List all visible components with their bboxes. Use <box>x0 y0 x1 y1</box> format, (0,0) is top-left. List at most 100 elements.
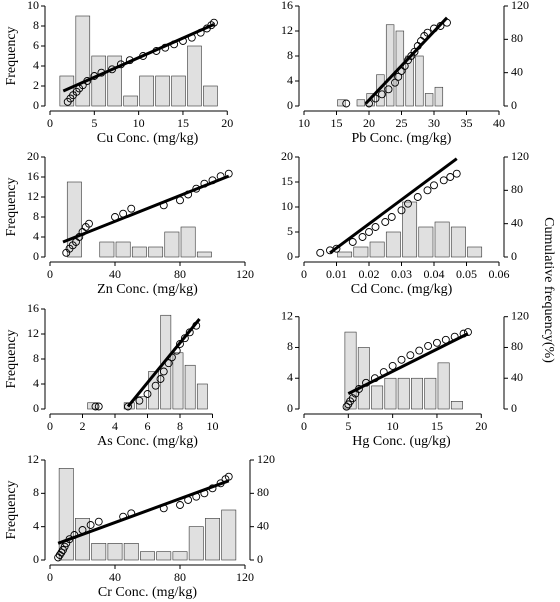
x-tick-label: 8 <box>177 419 183 433</box>
cumulative-point <box>119 209 128 218</box>
x-tick-label: 6 <box>145 419 151 433</box>
x-axis-label: As Conc. (mg/kg) <box>97 434 198 449</box>
cumulative-point <box>388 361 397 370</box>
y-tick-label: 0 <box>33 401 39 415</box>
cumulative-point <box>436 22 445 30</box>
bar <box>344 331 357 410</box>
cumulative-point <box>97 68 106 77</box>
cumulative-point <box>371 223 380 231</box>
y2-tick-label: 120 <box>511 308 529 322</box>
cumulative-point <box>124 402 132 411</box>
bar <box>187 45 202 107</box>
cumulative-point <box>415 346 424 355</box>
cumulative-point <box>151 381 160 390</box>
cumulative-point <box>410 47 419 56</box>
x-tick-label: 20 <box>475 419 487 433</box>
y-tick-label: 8 <box>33 209 39 223</box>
bar <box>164 231 180 258</box>
x-tick-label: 5 <box>91 116 97 130</box>
y2-tick-label: 0 <box>511 401 517 415</box>
y-tick-label: 8 <box>33 351 39 365</box>
x-tick-label: 25 <box>396 116 408 130</box>
x-axis-label: Cd Conc. (mg/kg) <box>351 282 453 297</box>
bar <box>434 221 450 258</box>
y-tick-label: 10 <box>27 0 39 12</box>
cumulative-point <box>332 244 341 253</box>
cumulative-point <box>159 367 168 376</box>
bar <box>171 75 186 107</box>
x-tick-label: 0 <box>301 419 307 433</box>
y-tick-label: 0 <box>287 401 293 415</box>
bar <box>418 226 434 258</box>
bar <box>91 55 107 107</box>
cumulative-point <box>348 238 357 246</box>
y2-tick-label: 40 <box>511 215 523 229</box>
x-axis-label: Pb Conc. (mg/kg) <box>352 131 452 146</box>
cumulative-point <box>167 353 176 362</box>
x-tick-label: 120 <box>236 267 254 281</box>
x-tick-label: 0 <box>301 267 307 281</box>
cumulative-point <box>439 176 448 185</box>
y2-tick-label: 0 <box>511 249 517 263</box>
cumulative-point <box>108 65 116 74</box>
bar <box>424 93 434 107</box>
cumulative-point <box>384 85 393 94</box>
y-tick-label: 10 <box>281 199 293 213</box>
bar <box>156 551 172 561</box>
cumulative-point <box>378 90 386 99</box>
cumulative-point <box>207 21 216 30</box>
x-tick-label: 10 <box>387 419 399 433</box>
y2-tick-label: 40 <box>511 64 523 78</box>
cumulative-point <box>127 204 136 213</box>
x-tick-label: 80 <box>174 570 186 584</box>
cumulative-point <box>192 492 201 501</box>
bar <box>450 401 463 410</box>
fit-line <box>347 332 469 395</box>
bar <box>450 226 466 258</box>
x-tick-label: 0 <box>47 419 53 433</box>
bar <box>180 226 196 258</box>
y-tick-label: 4 <box>33 376 39 390</box>
bar <box>184 364 196 410</box>
x-tick-label: 0 <box>47 267 53 281</box>
x-tick-label: 0.02 <box>359 267 380 281</box>
cumulative-point <box>187 33 196 42</box>
cumulative-point <box>200 179 209 188</box>
y-tick-label: 8 <box>33 485 39 499</box>
bar <box>58 468 74 561</box>
x-tick-label: 2 <box>80 419 86 433</box>
cumulative-point <box>116 60 125 69</box>
fit-line <box>57 479 230 545</box>
x-tick-label: 20 <box>363 116 375 130</box>
bar <box>155 75 170 107</box>
cumulative-point <box>433 338 441 347</box>
y2-tick-label: 0 <box>511 98 517 112</box>
cumulative-point <box>83 77 92 85</box>
cumulative-point <box>70 531 79 539</box>
x-tick-label: 80 <box>174 267 186 281</box>
cumulative-point <box>78 81 87 90</box>
cumulative-point <box>406 351 415 360</box>
bar <box>172 551 188 561</box>
cumulative-point <box>413 193 422 201</box>
x-tick-label: 40 <box>493 116 505 130</box>
bar <box>203 85 218 107</box>
cumulative-point <box>424 341 433 350</box>
x-tick-label: 4 <box>112 419 118 433</box>
cumulative-point <box>91 402 100 411</box>
cumulative-point <box>441 335 450 344</box>
y-tick-label: 4 <box>33 58 39 72</box>
cumulative-point <box>192 321 201 330</box>
bar <box>115 241 131 258</box>
cumulative-point <box>152 47 161 55</box>
x-axis-label: Cr Conc. (mg/kg) <box>98 585 197 600</box>
cumulative-point <box>143 390 152 398</box>
y-tick-label: 15 <box>281 174 293 188</box>
bar <box>91 543 107 561</box>
cumulative-point <box>176 196 184 205</box>
bar <box>107 55 122 107</box>
y-tick-label: 4 <box>287 73 293 87</box>
x-tick-label: 20 <box>221 116 233 130</box>
cumulative-point <box>394 72 403 81</box>
y-axis-label: Frequency <box>4 480 19 539</box>
